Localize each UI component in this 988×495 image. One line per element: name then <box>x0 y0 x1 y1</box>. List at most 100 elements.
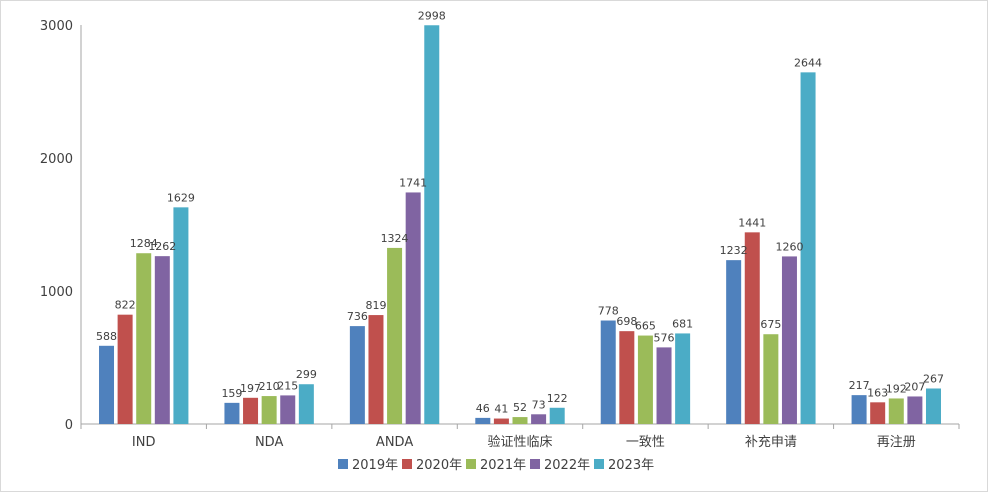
legend-label: 2023年 <box>608 458 654 473</box>
legend-swatch <box>466 459 476 469</box>
data-label: 299 <box>296 368 317 381</box>
data-label: 1441 <box>738 216 766 229</box>
x-tick-label: ANDA <box>376 435 413 450</box>
legend-label: 2020年 <box>416 458 462 473</box>
data-label: 41 <box>494 403 508 416</box>
bar <box>781 256 797 424</box>
axes: 0 1000 2000 3000 IND NDA ANDA 验证性临床 一致性 补充申请 再注册 <box>40 19 960 450</box>
bar <box>405 192 421 424</box>
y-tick-label: 0 <box>65 418 73 433</box>
bar <box>387 247 403 424</box>
bar <box>99 345 115 424</box>
x-tick-label: 验证性临床 <box>487 434 552 450</box>
data-label: 1260 <box>775 240 803 253</box>
data-label: 1232 <box>720 244 748 257</box>
data-label: 215 <box>277 379 298 392</box>
bar <box>368 315 384 424</box>
bar <box>925 388 941 424</box>
data-label: 1324 <box>381 232 409 245</box>
data-label: 1741 <box>399 176 427 189</box>
bar <box>907 396 923 424</box>
data-label: 192 <box>886 382 907 395</box>
legend: 2019年 2020年 2021年 2022年 2023年 <box>338 458 654 473</box>
bar <box>619 331 635 424</box>
data-label: 681 <box>672 317 693 330</box>
legend-swatch <box>594 459 604 469</box>
bar <box>298 384 314 424</box>
x-tick-label: 再注册 <box>877 435 916 450</box>
bar <box>475 417 491 424</box>
data-label: 217 <box>849 379 870 392</box>
data-label: 163 <box>867 386 888 399</box>
bar <box>600 320 616 424</box>
bar <box>549 407 565 424</box>
legend-label: 2021年 <box>480 458 526 473</box>
data-label: 1629 <box>167 191 195 204</box>
legend-label: 2022年 <box>544 458 590 473</box>
bar <box>261 396 277 424</box>
bar <box>726 260 742 424</box>
y-tick-label: 2000 <box>40 152 73 167</box>
bar <box>851 395 867 424</box>
legend-item: 2023年 <box>594 458 654 473</box>
bar <box>800 72 816 425</box>
bar <box>656 347 672 424</box>
legend-label: 2019年 <box>352 458 398 473</box>
x-tick-label: NDA <box>255 435 284 450</box>
y-tick-label: 1000 <box>40 285 73 300</box>
data-label: 819 <box>365 299 386 312</box>
legend-swatch <box>530 459 540 469</box>
legend-swatch <box>338 459 348 469</box>
data-label: 2644 <box>794 56 822 69</box>
data-label: 267 <box>923 372 944 385</box>
bar <box>117 314 133 424</box>
data-label: 588 <box>96 330 117 343</box>
data-label: 46 <box>476 402 490 415</box>
bar <box>173 207 189 424</box>
data-label: 736 <box>347 310 368 323</box>
data-label: 1284 <box>130 237 158 250</box>
data-label: 207 <box>904 380 925 393</box>
legend-item: 2020年 <box>402 458 462 473</box>
data-label: 698 <box>616 315 637 328</box>
bar <box>888 398 904 424</box>
data-label: 822 <box>115 299 136 312</box>
legend-swatch <box>402 459 412 469</box>
data-label: 1262 <box>148 240 176 253</box>
bar <box>531 414 547 424</box>
bar <box>136 253 152 424</box>
bar <box>637 335 653 424</box>
bar <box>424 25 440 425</box>
bar <box>763 334 779 424</box>
data-label: 197 <box>240 382 261 395</box>
bar <box>243 397 259 424</box>
data-label: 122 <box>547 392 568 405</box>
data-label: 665 <box>635 320 656 333</box>
bar <box>493 418 509 424</box>
bar <box>224 402 240 424</box>
legend-item: 2021年 <box>466 458 526 473</box>
y-tick-label: 3000 <box>40 19 73 34</box>
bar <box>870 402 886 424</box>
legend-item: 2022年 <box>530 458 590 473</box>
data-label: 210 <box>259 380 280 393</box>
data-label: 159 <box>221 387 242 400</box>
x-tick-label: 一致性 <box>626 435 665 450</box>
data-label: 52 <box>513 401 527 414</box>
data-label: 73 <box>532 398 546 411</box>
bar <box>675 333 691 424</box>
bar <box>280 395 296 424</box>
data-label: 2998 <box>418 9 446 22</box>
x-tick-label: 补充申请 <box>745 434 797 450</box>
bar <box>154 256 170 424</box>
legend-item: 2019年 <box>338 458 398 473</box>
data-label: 675 <box>760 318 781 331</box>
bar <box>349 326 365 424</box>
bar <box>512 417 528 424</box>
x-tick-label: IND <box>132 435 156 450</box>
data-label: 778 <box>598 305 619 318</box>
data-label: 576 <box>654 331 675 344</box>
